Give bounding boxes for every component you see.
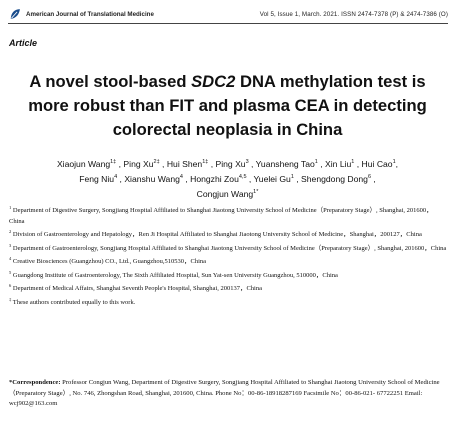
correspondence-label: *Correspondence: (9, 379, 61, 386)
author-name: Ping Xu (215, 159, 246, 169)
correspondence-text: Professor Congjun Wang, Department of Di… (9, 379, 440, 408)
affiliation-item: 4 Creative Biosciences (Guangzhou) CO., … (9, 255, 447, 268)
author-name: Shengdong Dong (301, 174, 368, 184)
affiliation-mark: 6 (9, 282, 12, 288)
author-name: Hui Cao (361, 159, 393, 169)
author: Yuelei Gu1 (254, 174, 294, 184)
author: Xianshu Wang4 (124, 174, 183, 184)
affiliation-text: Guangdong Institute of Gastroenterology,… (11, 271, 338, 279)
author: Shengdong Dong6 (301, 174, 371, 184)
author: Hongzhi Zou4,5 (190, 174, 246, 184)
affiliation-text: Department of Digestive Surgery, Songjia… (9, 207, 433, 225)
author-affiliation-mark: 1‡ (110, 159, 117, 166)
header-divider (8, 23, 448, 24)
author-affiliation-mark: 2‡ (153, 159, 160, 166)
issue-info: Vol 5, Issue 1, March. 2021. ISSN 2474-7… (259, 10, 448, 18)
affiliation-text: Department of Gastroenterology, Songjian… (11, 244, 447, 252)
affiliation-item: 1 Department of Digestive Surgery, Songj… (9, 204, 447, 227)
affiliation-item: ‡ These authors contributed equally to t… (9, 296, 447, 309)
journal-name: American Journal of Translational Medici… (26, 10, 154, 18)
title-part-2: DNA methylation test is more robust than… (28, 72, 427, 139)
affiliation-text: Creative Biosciences (Guangzhou) CO., Lt… (11, 258, 207, 266)
author: Ping Xu2‡ (123, 159, 159, 169)
author-name: Feng Niu (79, 174, 115, 184)
author-name: Yuansheng Tao (255, 159, 315, 169)
affiliation-mark: 2 (9, 228, 12, 234)
title-gene: SDC2 (191, 72, 236, 91)
author: Yuansheng Tao1 (256, 159, 318, 169)
affiliation-text: Department of Medical Affairs, Shanghai … (11, 285, 262, 293)
correspondence: *Correspondence: Professor Congjun Wang,… (9, 378, 447, 410)
author-affiliation-mark: 6 (367, 174, 372, 181)
author-name: Xin Liu (325, 159, 352, 169)
affiliation-text: Division of Gastroenterology and Hepatol… (11, 231, 422, 239)
journal-header: American Journal of Translational Medici… (8, 4, 448, 24)
author-list: Xiaojun Wang1‡ , Ping Xu2‡ , Hui Shen1‡ … (56, 159, 399, 199)
author-name: Ping Xu (123, 159, 154, 169)
affiliation-item: 2 Division of Gastroenterology and Hepat… (9, 228, 447, 241)
affiliation-mark: ‡ (9, 296, 12, 302)
author-affiliation-mark: 1 (314, 159, 318, 166)
title-part-1: A novel stool-based (29, 72, 192, 91)
article-title: A novel stool-based SDC2 DNA methylation… (12, 70, 443, 142)
affiliation-item: 3 Department of Gastroenterology, Songji… (9, 242, 447, 255)
author-affiliation-mark: 1* (253, 189, 259, 196)
author-name: Xiaojun Wang (56, 159, 111, 169)
author: Congjun Wang1* (197, 189, 259, 199)
affiliation-mark: 5 (9, 269, 12, 275)
author: Hui Cao1 (362, 159, 396, 169)
author-name: Yuelei Gu (253, 174, 291, 184)
author-affiliation-mark: 3 (245, 159, 249, 166)
affiliation-text: These authors contributed equally to thi… (11, 298, 136, 306)
author-affiliation-mark: 1 (351, 159, 355, 166)
affiliation-list: 1 Department of Digestive Surgery, Songj… (9, 204, 447, 311)
journal-leaf-logo-icon (10, 9, 20, 19)
author-affiliation-mark: 1 (290, 174, 294, 181)
author-affiliation-mark: 1 (392, 159, 396, 166)
affiliation-mark: 3 (9, 242, 12, 248)
affiliation-mark: 1 (9, 204, 12, 210)
author-affiliation-mark: 4 (179, 174, 183, 181)
author: Feng Niu4 (79, 174, 117, 184)
affiliation-item: 6 Department of Medical Affairs, Shangha… (9, 282, 447, 295)
author-affiliation-mark: 4 (114, 174, 118, 181)
author: Xin Liu1 (325, 159, 354, 169)
author-name: Hui Shen (166, 159, 203, 169)
author: Xiaojun Wang1‡ (57, 159, 116, 169)
author-affiliation-mark: 1‡ (202, 159, 209, 166)
author: Ping Xu3 (215, 159, 248, 169)
author-name: Xianshu Wang (124, 174, 180, 184)
author-name: Hongzhi Zou (190, 174, 239, 184)
affiliation-mark: 4 (9, 255, 12, 261)
affiliation-item: 5 Guangdong Institute of Gastroenterolog… (9, 269, 447, 282)
author-affiliation-mark: 4,5 (238, 174, 247, 181)
author: Hui Shen1‡ (167, 159, 208, 169)
section-label: Article (9, 38, 38, 48)
author-name: Congjun Wang (196, 189, 254, 199)
